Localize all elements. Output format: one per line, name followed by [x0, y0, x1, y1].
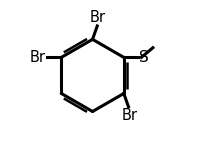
Text: Br: Br	[90, 10, 106, 25]
Text: Br: Br	[30, 50, 46, 65]
Text: Br: Br	[121, 108, 137, 123]
Text: S: S	[139, 50, 148, 65]
